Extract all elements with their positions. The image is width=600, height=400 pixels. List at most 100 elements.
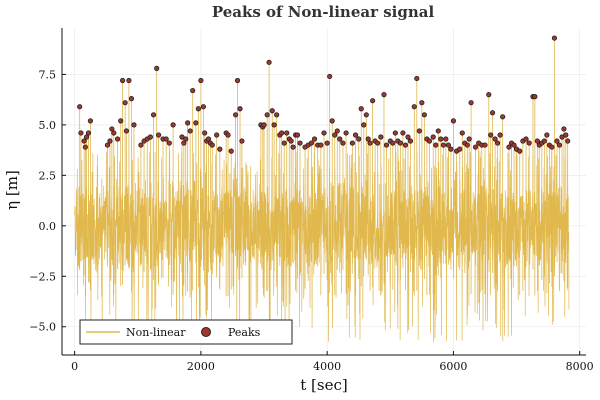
- peak-point: [433, 142, 439, 148]
- peak-point: [378, 134, 384, 140]
- peak-point: [517, 148, 523, 154]
- peak-point: [77, 104, 83, 110]
- peak-point: [392, 130, 398, 136]
- peak-point: [397, 140, 403, 146]
- peak-point: [107, 138, 113, 144]
- peak-point: [205, 136, 212, 142]
- peak-point: [318, 142, 324, 148]
- legend: Non-linear Peaks: [79, 319, 293, 345]
- peak-point: [367, 140, 373, 146]
- y-tick-label: 2.5: [39, 169, 57, 182]
- peak-point: [181, 140, 187, 146]
- x-axis-label: t [sec]: [300, 376, 347, 394]
- peak-point: [352, 132, 359, 138]
- peak-point: [266, 59, 272, 65]
- y-tick-label: −2.5: [29, 270, 56, 283]
- peak-point: [332, 132, 338, 138]
- peak-point: [237, 106, 243, 112]
- peak-point: [200, 104, 207, 110]
- peak-point: [279, 130, 285, 136]
- chart-title: Peaks of Non-linear signal: [212, 3, 435, 21]
- peak-point: [81, 138, 87, 144]
- peak-point: [154, 65, 160, 71]
- peak-point: [225, 132, 231, 138]
- peak-point: [457, 146, 463, 152]
- peak-point: [190, 87, 196, 94]
- peak-point: [290, 144, 296, 150]
- peak-point: [131, 122, 137, 128]
- peak-point: [170, 122, 176, 128]
- peak-point: [532, 94, 538, 100]
- peak-point: [214, 132, 220, 138]
- peak-point: [561, 126, 567, 132]
- peak-point: [450, 118, 457, 124]
- non-linear-signal: [74, 38, 570, 342]
- legend-label-peaks: Peaks: [228, 326, 261, 339]
- x-tick-label: 6000: [439, 360, 467, 373]
- y-tick-label: 5.0: [39, 119, 57, 132]
- peak-point: [239, 138, 245, 144]
- peak-point: [358, 106, 364, 112]
- peak-point: [445, 142, 451, 148]
- peak-point: [511, 142, 517, 148]
- peak-point: [185, 120, 191, 126]
- x-tick-label: 8000: [566, 360, 594, 373]
- peak-point: [118, 118, 124, 124]
- peak-point: [526, 140, 532, 146]
- peak-point: [269, 108, 275, 114]
- peak-point: [104, 142, 111, 148]
- peak-point: [551, 35, 558, 41]
- peak-point: [556, 142, 563, 148]
- peak-point: [308, 140, 314, 146]
- peak-point: [288, 138, 294, 144]
- peak-point: [228, 148, 234, 154]
- peak-point: [111, 130, 117, 136]
- peak-point: [233, 112, 239, 118]
- peak-point: [464, 142, 470, 148]
- peak-point: [468, 100, 474, 106]
- peak-point: [375, 140, 381, 146]
- peak-point: [198, 77, 204, 84]
- peak-point: [120, 77, 126, 84]
- peak-point: [193, 120, 199, 126]
- peak-point: [261, 122, 267, 128]
- peak-point: [349, 140, 356, 146]
- peak-point: [271, 122, 277, 128]
- peak-point: [466, 136, 472, 142]
- peak-point: [187, 128, 193, 134]
- peak-point: [390, 140, 396, 146]
- peak-point: [122, 100, 128, 106]
- peak-point: [217, 146, 223, 152]
- peak-point: [565, 138, 571, 144]
- peak-point: [426, 138, 433, 144]
- peak-point: [438, 136, 444, 142]
- peak-point: [472, 144, 479, 150]
- peak-point: [123, 128, 129, 134]
- peak-point: [523, 136, 529, 142]
- peak-point: [82, 144, 88, 150]
- peak-point: [109, 126, 115, 132]
- peak-point: [155, 132, 162, 138]
- peak-point: [195, 106, 201, 112]
- peak-point: [488, 132, 494, 138]
- peak-point: [554, 138, 560, 144]
- peak-point: [497, 132, 503, 138]
- peak-point: [440, 142, 446, 148]
- peak-point: [147, 134, 153, 140]
- peak-point: [329, 118, 335, 124]
- peak-point: [486, 92, 492, 98]
- peak-point: [419, 100, 425, 106]
- peak-point: [489, 110, 496, 116]
- axes: [61, 28, 586, 356]
- peak-point: [202, 130, 208, 136]
- peak-point: [363, 112, 369, 118]
- peak-point: [138, 142, 144, 148]
- peak-point: [87, 118, 94, 124]
- peak-point: [407, 138, 414, 144]
- x-ticks: 0 2000 4000 6000 8000: [71, 351, 594, 373]
- peak-point: [482, 142, 488, 148]
- peak-point: [340, 140, 346, 146]
- peak-point: [321, 130, 327, 136]
- peak-point: [383, 142, 390, 148]
